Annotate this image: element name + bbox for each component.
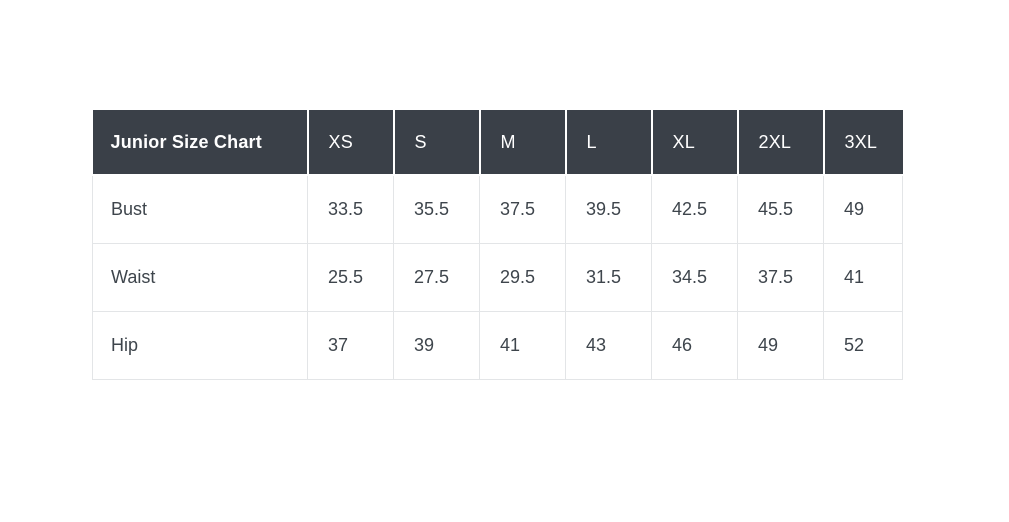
size-value: 49: [737, 310, 824, 380]
size-column-header-s: S: [393, 110, 481, 176]
size-value: 37.5: [479, 174, 566, 244]
size-value: 31.5: [565, 242, 652, 312]
size-column-header-xl: XL: [651, 110, 739, 176]
measurement-label: Waist: [92, 242, 308, 312]
table-row-hip: Hip 37 39 41 43 46 49 52: [92, 310, 903, 380]
size-column-header-l: L: [565, 110, 653, 176]
table-row-waist: Waist 25.5 27.5 29.5 31.5 34.5 37.5 41: [92, 242, 903, 312]
junior-size-chart-table: Junior Size Chart XS S M L XL 2XL 3XL Bu…: [92, 110, 903, 380]
measurement-label: Bust: [92, 174, 308, 244]
size-value: 25.5: [307, 242, 394, 312]
size-column-header-xs: XS: [307, 110, 395, 176]
size-value: 35.5: [393, 174, 480, 244]
size-value: 41: [823, 242, 903, 312]
size-value: 39.5: [565, 174, 652, 244]
header-row: Junior Size Chart XS S M L XL 2XL 3XL: [92, 110, 903, 176]
size-chart-section: Junior Size Chart XS S M L XL 2XL 3XL Bu…: [92, 110, 903, 380]
size-value: 34.5: [651, 242, 738, 312]
size-value: 41: [479, 310, 566, 380]
size-value: 49: [823, 174, 903, 244]
size-value: 29.5: [479, 242, 566, 312]
size-column-header-2xl: 2XL: [737, 110, 825, 176]
size-value: 52: [823, 310, 903, 380]
size-column-header-3xl: 3XL: [823, 110, 903, 176]
size-value: 33.5: [307, 174, 394, 244]
size-value: 39: [393, 310, 480, 380]
measurement-label: Hip: [92, 310, 308, 380]
size-value: 45.5: [737, 174, 824, 244]
table-title: Junior Size Chart: [92, 110, 309, 176]
table-row-bust: Bust 33.5 35.5 37.5 39.5 42.5 45.5 49: [92, 174, 903, 244]
size-value: 42.5: [651, 174, 738, 244]
size-value: 27.5: [393, 242, 480, 312]
size-value: 46: [651, 310, 738, 380]
size-value: 37.5: [737, 242, 824, 312]
size-column-header-m: M: [479, 110, 567, 176]
size-value: 37: [307, 310, 394, 380]
size-value: 43: [565, 310, 652, 380]
